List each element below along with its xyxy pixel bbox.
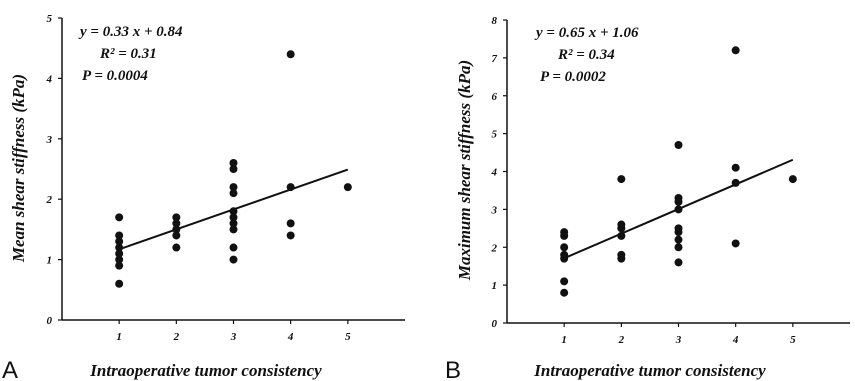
data-point xyxy=(115,213,124,222)
data-point xyxy=(229,255,238,264)
y-axis-title-a: Mean shear stiffness (kPa) xyxy=(9,74,28,263)
x-tick-label: 1 xyxy=(116,331,122,343)
y-tick-label: 8 xyxy=(492,15,498,27)
data-point xyxy=(286,231,295,240)
data-point xyxy=(172,231,181,240)
panel-label-b: B xyxy=(445,357,461,381)
r-squared-b: R² = 0.34 xyxy=(557,47,615,63)
p-value-b: P = 0.0002 xyxy=(540,69,606,85)
data-point xyxy=(560,277,569,286)
data-point xyxy=(286,183,295,192)
y-tick-label: 4 xyxy=(491,167,498,179)
data-point xyxy=(172,243,181,252)
data-point xyxy=(229,189,238,198)
data-point xyxy=(229,207,238,216)
y-tick-label: 0 xyxy=(492,318,498,330)
p-value-a: P = 0.0004 xyxy=(82,68,148,84)
data-point xyxy=(788,175,797,184)
data-point xyxy=(560,231,569,240)
x-axis-title-b: Intraoperative tumor consistency xyxy=(533,361,766,380)
y-tick-label: 0 xyxy=(47,315,53,327)
y-tick-label: 3 xyxy=(491,204,498,216)
data-point xyxy=(286,219,295,228)
data-point xyxy=(229,165,238,173)
panel-a: A Intraoperative tumor consistency Mean … xyxy=(2,13,405,381)
data-point xyxy=(674,197,683,206)
x-tick-label: 3 xyxy=(675,334,682,346)
data-point xyxy=(172,219,181,228)
equation-b: y = 0.65 x + 1.06 xyxy=(534,25,639,41)
data-point xyxy=(229,183,238,192)
data-point xyxy=(229,213,238,222)
y-tick-label: 4 xyxy=(46,73,53,85)
data-point xyxy=(115,261,124,270)
data-point xyxy=(286,50,295,59)
data-point xyxy=(560,243,569,252)
data-point xyxy=(560,288,569,297)
data-point xyxy=(617,175,626,184)
data-point xyxy=(617,231,626,240)
data-point xyxy=(115,255,124,264)
data-point xyxy=(172,225,181,234)
y-tick-label: 1 xyxy=(492,280,498,292)
data-point xyxy=(343,183,352,192)
data-point xyxy=(731,163,740,172)
data-point xyxy=(115,249,124,258)
data-point xyxy=(674,228,683,237)
data-point xyxy=(731,239,740,248)
data-point xyxy=(115,231,124,240)
panel-b: B Intraoperative tumor consistency Maxim… xyxy=(445,15,850,381)
r-squared-a: R² = 0.31 xyxy=(99,46,157,62)
data-point xyxy=(115,237,124,246)
x-tick-label: 5 xyxy=(790,334,796,346)
data-point xyxy=(731,46,740,55)
data-point xyxy=(115,243,124,252)
x-tick-label: 3 xyxy=(230,331,237,343)
data-point xyxy=(674,258,683,267)
y-axis-title-b: Maximum shear stiffness (kPa) xyxy=(455,60,474,281)
y-tick-label: 5 xyxy=(47,13,53,25)
x-tick-label: 4 xyxy=(732,334,739,346)
data-point xyxy=(115,279,124,288)
data-point xyxy=(674,235,683,244)
data-point xyxy=(617,224,626,233)
equation-a: y = 0.33 x + 0.84 xyxy=(78,24,183,40)
data-point xyxy=(229,158,238,167)
x-tick-label: 5 xyxy=(345,331,351,343)
data-point xyxy=(731,178,740,187)
x-tick-label: 2 xyxy=(173,331,180,343)
y-tick-label: 5 xyxy=(492,129,498,141)
data-point xyxy=(674,140,683,149)
x-tick-label: 2 xyxy=(618,334,625,346)
x-tick-label: 1 xyxy=(561,334,567,346)
y-tick-label: 6 xyxy=(492,91,498,103)
data-point xyxy=(229,219,238,228)
data-point xyxy=(674,205,683,214)
y-tick-label: 2 xyxy=(491,242,498,254)
data-point xyxy=(229,225,238,234)
panel-label-a: A xyxy=(2,357,18,381)
y-tick-label: 2 xyxy=(46,194,53,206)
data-point xyxy=(172,213,181,222)
data-point xyxy=(560,254,569,263)
data-point xyxy=(617,254,626,263)
y-tick-label: 7 xyxy=(492,53,498,65)
x-axis-title-a: Intraoperative tumor consistency xyxy=(89,361,322,380)
y-tick-label: 1 xyxy=(47,255,53,267)
y-tick-label: 3 xyxy=(46,134,53,146)
data-point xyxy=(674,243,683,252)
data-point xyxy=(229,243,238,252)
x-tick-label: 4 xyxy=(287,331,294,343)
